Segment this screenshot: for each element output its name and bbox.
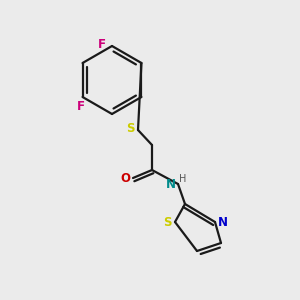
Text: H: H [179,174,187,184]
Text: S: S [126,122,134,134]
Text: N: N [166,178,176,190]
Text: F: F [76,100,85,113]
Text: O: O [120,172,130,185]
Text: N: N [218,215,228,229]
Text: S: S [163,215,171,229]
Text: F: F [98,38,106,52]
